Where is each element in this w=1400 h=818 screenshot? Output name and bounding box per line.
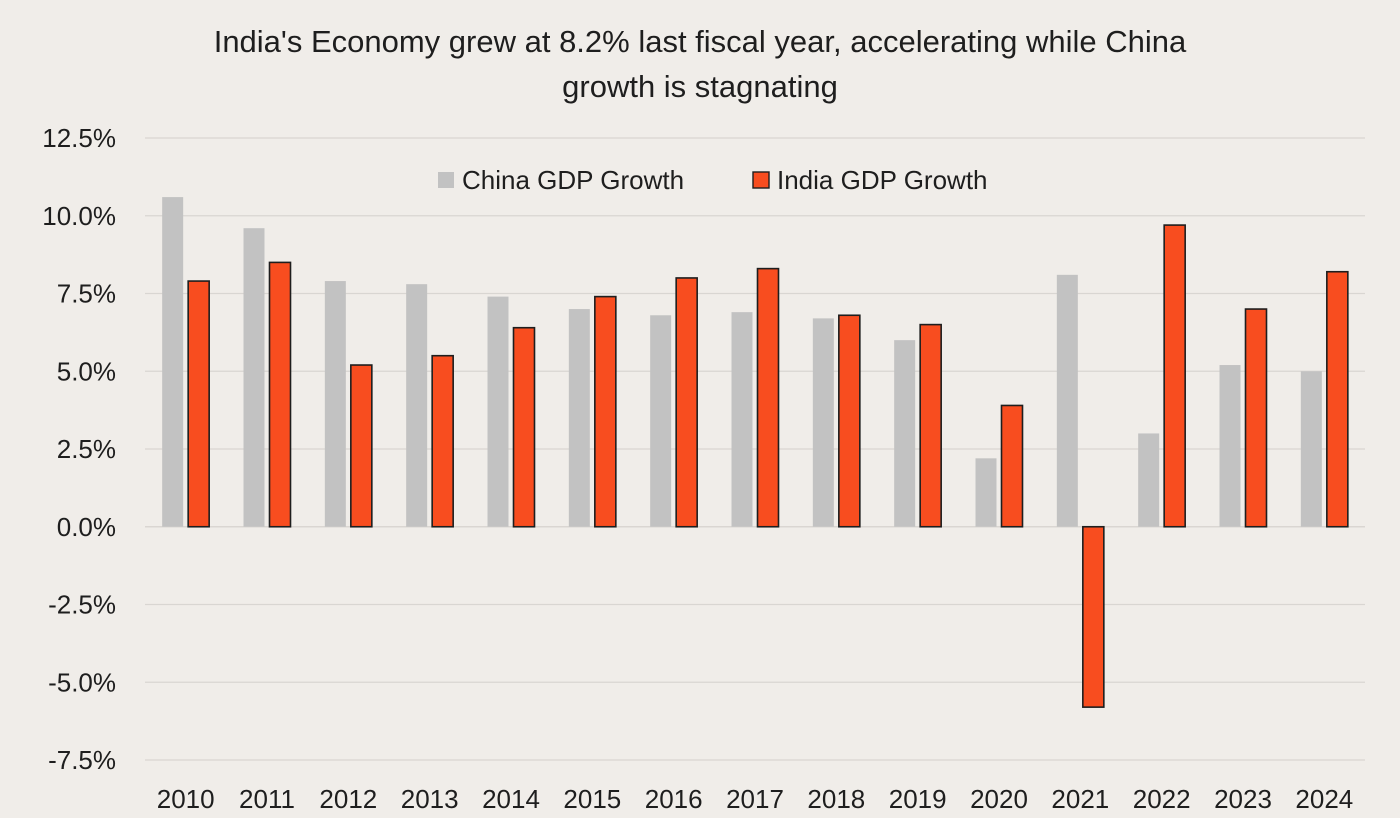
bar-china-gdp-growth-2012 xyxy=(324,281,346,527)
x-tick-label: 2023 xyxy=(1214,784,1272,814)
bar-india-gdp-growth-2014 xyxy=(512,326,536,528)
bar-india-gdp-growth-2017 xyxy=(756,267,780,528)
x-tick-label: 2010 xyxy=(157,784,215,814)
bar-china-gdp-growth-2011 xyxy=(243,228,265,527)
legend-label: India GDP Growth xyxy=(777,165,988,195)
bar-china-gdp-growth-2023 xyxy=(1219,365,1241,527)
bar-china-gdp-growth-2024 xyxy=(1300,371,1322,527)
bar-india-gdp-growth-2018 xyxy=(838,314,861,528)
x-tick-label: 2014 xyxy=(482,784,540,814)
bar-india-gdp-growth-2013 xyxy=(431,354,454,528)
bar-china-gdp-growth-2010 xyxy=(162,197,184,527)
y-tick-label: 0.0% xyxy=(57,512,116,542)
bar-india-gdp-growth-2011 xyxy=(268,261,292,528)
bar-china-gdp-growth-2020 xyxy=(975,458,997,527)
bar-china-gdp-growth-2022 xyxy=(1138,433,1160,527)
x-tick-label: 2017 xyxy=(726,784,784,814)
legend-swatch xyxy=(438,172,454,188)
bar-india-gdp-growth-2019 xyxy=(919,323,942,528)
bar-india-gdp-growth-2021 xyxy=(1082,525,1105,708)
y-tick-label: -7.5% xyxy=(48,745,116,775)
gridlines xyxy=(145,137,1365,761)
legend: China GDP Growth India GDP Growth xyxy=(438,165,988,195)
legend-swatch xyxy=(752,171,770,189)
legend-label: China GDP Growth xyxy=(462,165,684,195)
y-tick-label: 2.5% xyxy=(57,434,116,464)
bar-india-gdp-growth-2016 xyxy=(675,277,698,528)
bar-china-gdp-growth-2017 xyxy=(731,312,753,527)
y-tick-label: -2.5% xyxy=(48,590,116,620)
bar-india-gdp-growth-2023 xyxy=(1244,308,1268,528)
x-tick-label: 2019 xyxy=(889,784,947,814)
bars xyxy=(162,197,1349,708)
bar-india-gdp-growth-2012 xyxy=(350,364,373,528)
bar-china-gdp-growth-2016 xyxy=(650,315,672,527)
bar-china-gdp-growth-2018 xyxy=(812,318,834,527)
bar-india-gdp-growth-2022 xyxy=(1163,224,1186,528)
x-tick-label: 2022 xyxy=(1133,784,1191,814)
bar-india-gdp-growth-2020 xyxy=(1000,404,1024,528)
y-tick-label: 7.5% xyxy=(57,279,116,309)
y-tick-label: -5.0% xyxy=(48,667,116,697)
bar-china-gdp-growth-2021 xyxy=(1056,274,1078,527)
y-tick-label: 12.5% xyxy=(42,123,116,153)
bar-china-gdp-growth-2019 xyxy=(894,340,916,527)
x-tick-label: 2018 xyxy=(807,784,865,814)
x-tick-label: 2012 xyxy=(319,784,377,814)
bar-china-gdp-growth-2014 xyxy=(487,296,509,527)
x-tick-label: 2016 xyxy=(645,784,703,814)
bar-china-gdp-growth-2013 xyxy=(406,284,428,527)
chart-title-line-1: India's Economy grew at 8.2% last fiscal… xyxy=(213,24,1187,59)
x-tick-label: 2024 xyxy=(1295,784,1353,814)
x-tick-label: 2015 xyxy=(563,784,621,814)
x-tick-label: 2021 xyxy=(1051,784,1109,814)
y-tick-label: 10.0% xyxy=(42,201,116,231)
bar-india-gdp-growth-2010 xyxy=(187,280,210,528)
bar-china-gdp-growth-2015 xyxy=(568,309,590,527)
y-tick-label: 5.0% xyxy=(57,356,116,386)
x-axis-ticks: 2010 2011 2012 2013 2014 2015 2016 2017 2018 2019… xyxy=(157,784,1354,814)
x-tick-label: 2011 xyxy=(239,784,295,814)
x-tick-label: 2013 xyxy=(401,784,459,814)
x-tick-label: 2020 xyxy=(970,784,1028,814)
bar-india-gdp-growth-2024 xyxy=(1326,270,1349,528)
bar-india-gdp-growth-2015 xyxy=(594,295,617,528)
y-axis-ticks: 12.5% 10.0% 7.5% 5.0% 2.5% 0.0% -2.5% -5.0% -7.5… xyxy=(42,123,116,775)
chart-title-line-2: growth is stagnating xyxy=(562,69,838,104)
